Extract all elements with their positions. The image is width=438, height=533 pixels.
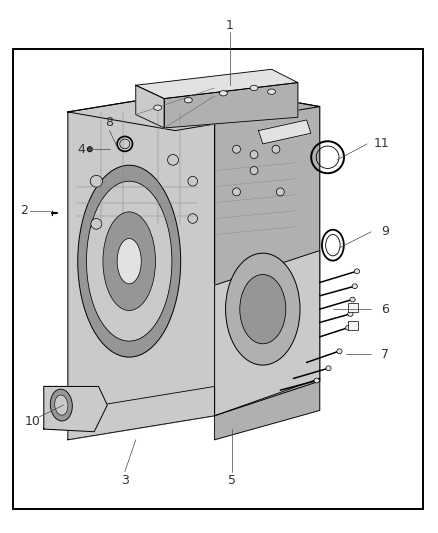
- Polygon shape: [258, 120, 311, 144]
- Ellipse shape: [168, 155, 179, 165]
- Ellipse shape: [250, 166, 258, 175]
- Ellipse shape: [117, 239, 141, 284]
- Polygon shape: [164, 83, 298, 128]
- Ellipse shape: [233, 145, 240, 154]
- Ellipse shape: [350, 297, 355, 302]
- Polygon shape: [68, 88, 215, 440]
- Polygon shape: [136, 69, 298, 99]
- Text: 3: 3: [121, 474, 129, 487]
- Text: 1: 1: [226, 19, 234, 31]
- Ellipse shape: [226, 253, 300, 365]
- Ellipse shape: [184, 98, 192, 103]
- Ellipse shape: [272, 145, 280, 154]
- Ellipse shape: [276, 188, 284, 196]
- Ellipse shape: [348, 311, 353, 317]
- Ellipse shape: [268, 89, 276, 94]
- Text: 5: 5: [228, 474, 236, 487]
- Ellipse shape: [240, 274, 286, 344]
- Polygon shape: [136, 85, 164, 128]
- FancyBboxPatch shape: [348, 303, 358, 312]
- Ellipse shape: [50, 389, 72, 421]
- Ellipse shape: [78, 165, 180, 357]
- Ellipse shape: [154, 105, 162, 110]
- Ellipse shape: [250, 150, 258, 159]
- Text: 2: 2: [20, 204, 28, 217]
- Ellipse shape: [188, 214, 198, 223]
- Ellipse shape: [90, 175, 102, 187]
- Bar: [13, 49, 423, 509]
- Ellipse shape: [352, 284, 357, 289]
- Text: 10: 10: [25, 415, 41, 427]
- Ellipse shape: [219, 91, 227, 96]
- Text: 4: 4: [77, 143, 85, 156]
- Ellipse shape: [103, 212, 155, 310]
- Ellipse shape: [55, 395, 68, 415]
- Ellipse shape: [354, 269, 360, 274]
- Polygon shape: [68, 386, 215, 440]
- Text: 11: 11: [373, 138, 389, 150]
- Polygon shape: [215, 251, 320, 416]
- Ellipse shape: [250, 85, 258, 91]
- Text: 6: 6: [381, 303, 389, 316]
- Text: 8: 8: [106, 116, 113, 129]
- Polygon shape: [44, 386, 107, 432]
- Ellipse shape: [346, 325, 351, 330]
- Ellipse shape: [233, 188, 240, 196]
- Polygon shape: [215, 378, 320, 440]
- Text: 9: 9: [381, 225, 389, 238]
- Ellipse shape: [326, 366, 331, 371]
- Ellipse shape: [91, 219, 102, 229]
- Ellipse shape: [86, 181, 172, 341]
- Ellipse shape: [337, 349, 342, 354]
- Ellipse shape: [188, 176, 198, 186]
- Ellipse shape: [314, 378, 319, 383]
- FancyBboxPatch shape: [348, 321, 358, 330]
- Text: 7: 7: [381, 348, 389, 361]
- Ellipse shape: [87, 147, 92, 152]
- Polygon shape: [215, 88, 320, 416]
- Polygon shape: [68, 88, 320, 131]
